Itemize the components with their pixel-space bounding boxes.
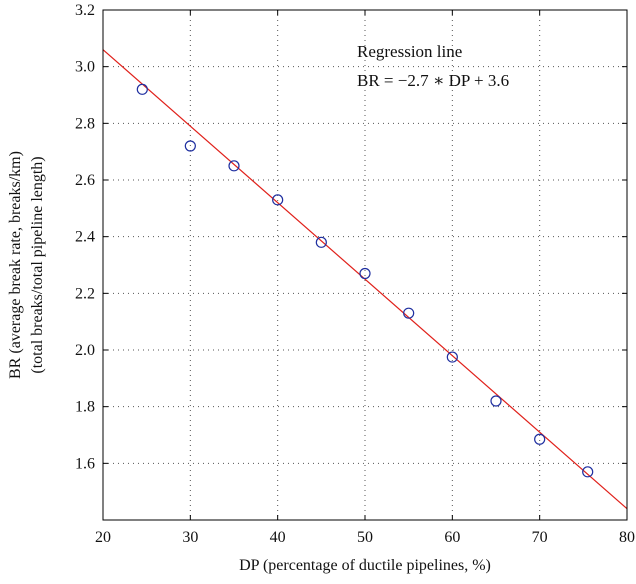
y-axis-ticks: 1.6 1.8 2.0 2.2 2.4 2.6 2.8 3.0 3.2 (75, 2, 627, 472)
data-points (136, 83, 594, 478)
y-axis-label-line2: (total breaks/total pipeline length) (29, 156, 46, 373)
x-tick-label: 20 (95, 529, 111, 546)
annotation-equation: BR = −2.7 ∗ DP + 3.6 (357, 71, 509, 90)
x-tick-label: 40 (270, 529, 286, 546)
data-point (315, 236, 327, 248)
data-point (403, 307, 415, 319)
y-tick-label: 3.0 (75, 59, 95, 76)
x-tick-label: 50 (357, 529, 373, 546)
y-tick-label: 3.2 (75, 2, 95, 19)
annotation-title: Regression line (357, 42, 462, 61)
regression-line (102, 49, 628, 510)
regression-line-group (102, 49, 628, 510)
y-tick-label: 2.0 (75, 342, 95, 359)
x-axis-label: DP (percentage of ductile pipelines, %) (239, 557, 491, 574)
data-point (184, 140, 196, 152)
x-axis-ticks: 20 30 40 50 60 70 80 (95, 10, 635, 546)
y-tick-label: 1.8 (75, 399, 95, 416)
x-tick-label: 30 (182, 529, 198, 546)
data-point (446, 351, 458, 363)
y-axis-label-line1: BR (average break rate, breaks/km) (7, 151, 24, 379)
x-tick-label: 80 (619, 529, 635, 546)
data-point (490, 395, 502, 407)
data-point (359, 267, 371, 280)
y-tick-label: 2.2 (75, 285, 95, 302)
data-point (228, 160, 240, 172)
x-tick-label: 70 (532, 529, 548, 546)
y-tick-label: 2.6 (75, 172, 95, 189)
x-tick-label: 60 (444, 529, 460, 546)
grid (103, 10, 627, 520)
data-point (272, 194, 284, 206)
data-point (136, 83, 148, 95)
data-point (582, 466, 594, 478)
y-tick-label: 1.6 (75, 455, 95, 472)
y-tick-label: 2.4 (75, 229, 95, 246)
data-point (534, 433, 546, 445)
y-tick-label: 2.8 (75, 115, 95, 132)
